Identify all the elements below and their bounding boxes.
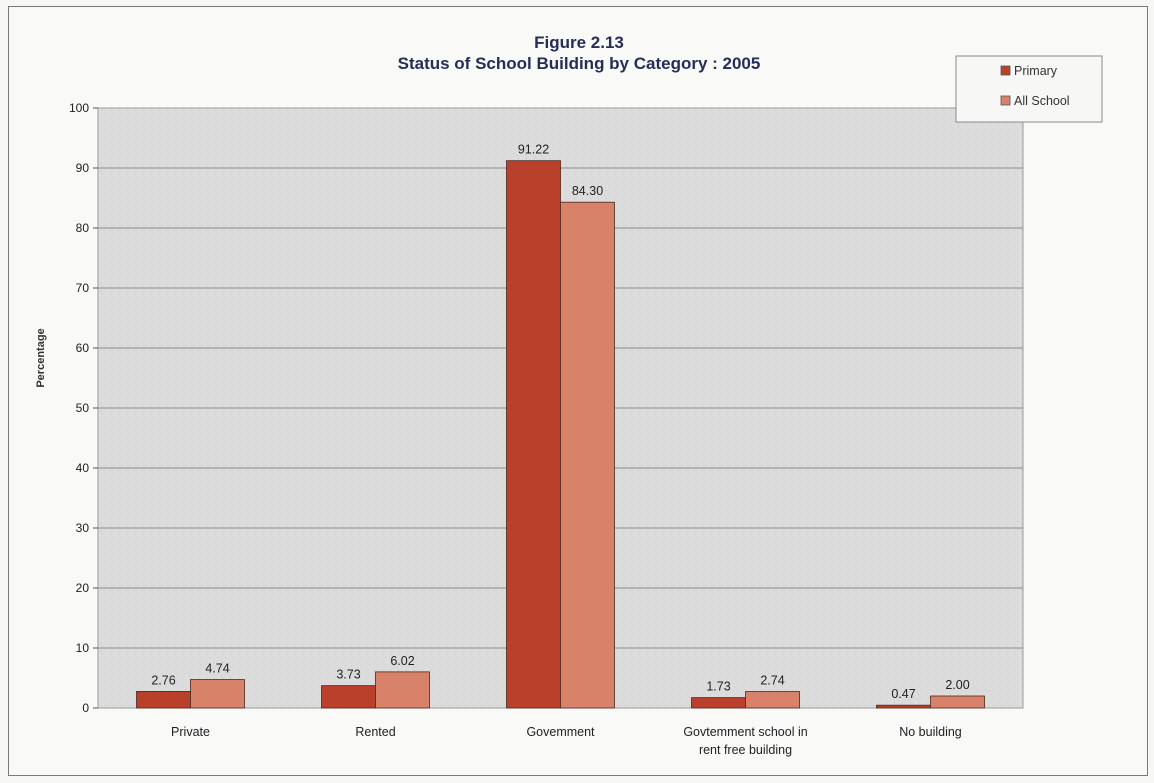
legend-swatch-primary: [1000, 65, 1011, 76]
bar-primary: [506, 160, 561, 709]
bar-all-school: [560, 201, 615, 709]
category-label: Govtemment school in: [683, 725, 807, 739]
y-tick-label: 30: [76, 521, 90, 535]
bar-all-school: [190, 679, 245, 709]
y-tick-label: 0: [82, 701, 89, 715]
y-tick-label: 20: [76, 581, 90, 595]
value-label-all-school: 6.02: [390, 654, 414, 668]
value-label-primary: 1.73: [706, 680, 730, 694]
y-tick-label: 70: [76, 281, 90, 295]
value-label-primary: 91.22: [518, 143, 549, 157]
y-tick-label: 90: [76, 161, 90, 175]
value-labels: 2.76 4.74 3.73 6.02 91.22 84.30 1.73 2.74 0.47 2.…: [151, 143, 969, 702]
chart-subtitle: Status of School Building by Category : …: [398, 54, 761, 73]
legend-label-primary: Primary: [1014, 64, 1058, 78]
chart-title: Figure 2.13: [534, 33, 624, 52]
bar-all-school: [745, 691, 800, 709]
category-label: Private: [171, 725, 210, 739]
value-label-all-school: 4.74: [205, 662, 229, 676]
y-tick-label: 60: [76, 341, 90, 355]
category-label: Rented: [355, 725, 395, 739]
y-tick-label: 40: [76, 461, 90, 475]
value-label-primary: 3.73: [336, 668, 360, 682]
category-label: rent free building: [699, 743, 792, 757]
y-tick-label: 10: [76, 641, 90, 655]
value-label-all-school: 2.74: [760, 674, 784, 688]
bar-primary: [321, 685, 376, 709]
value-label-primary: 0.47: [891, 687, 915, 701]
bar-primary: [136, 691, 191, 709]
bar-primary: [691, 697, 746, 709]
value-label-primary: 2.76: [151, 673, 175, 687]
y-axis-label: Percentage: [35, 328, 47, 387]
bar-all-school: [930, 695, 985, 709]
value-label-all-school: 84.30: [572, 184, 603, 198]
y-tick-label: 100: [69, 101, 89, 115]
legend-label-all-school: All School: [1014, 94, 1070, 108]
y-tick-label: 50: [76, 401, 90, 415]
value-label-all-school: 2.00: [945, 678, 969, 692]
y-tick-label: 80: [76, 221, 90, 235]
category-label: Govemment: [526, 725, 595, 739]
legend-swatch-all-school: [1000, 95, 1011, 106]
bar-all-school: [375, 671, 430, 709]
legend: Primary All School: [955, 55, 1103, 123]
bars: [136, 160, 985, 709]
bar-primary: [876, 704, 931, 709]
category-label: No building: [899, 725, 962, 739]
x-axis-categories: Private Rented Govemment Govtemment school …: [171, 725, 962, 757]
y-axis-ticks: 0 10 20 30 40 50 60 70 80 90 100: [69, 101, 98, 715]
legend-box: [955, 55, 1103, 123]
